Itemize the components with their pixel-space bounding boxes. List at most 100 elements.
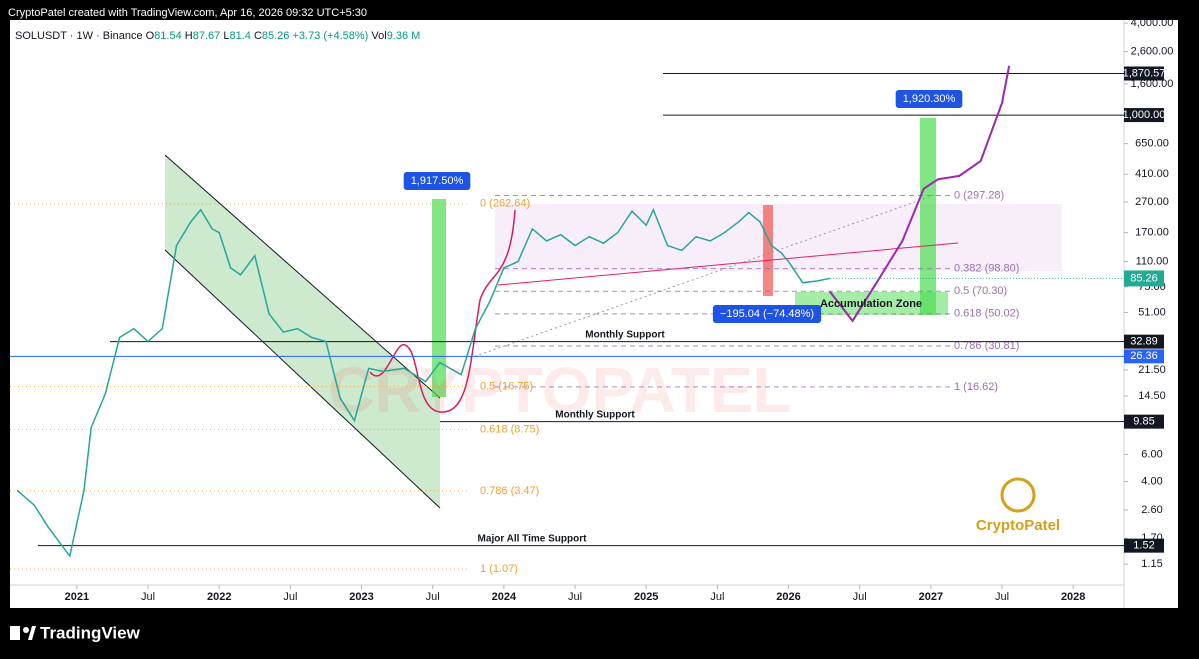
y-tick-label: 1,600.00 bbox=[1131, 78, 1174, 90]
level-label-box bbox=[1124, 349, 1164, 364]
level-label-box bbox=[1124, 334, 1164, 349]
x-tick-label: 2021 bbox=[65, 591, 89, 603]
symbol-header: SOLUSDT · 1W · Binance O81.54 H87.67 L81… bbox=[15, 30, 420, 42]
ohlc-value: 81.54 bbox=[154, 30, 182, 42]
logo: CryptoPatel bbox=[976, 517, 1060, 534]
x-tick-label: Jul bbox=[710, 591, 724, 603]
x-tick-label: 2024 bbox=[492, 591, 517, 603]
range-zone bbox=[495, 204, 1062, 271]
price-line bbox=[829, 65, 1011, 323]
trend-line bbox=[497, 242, 959, 286]
ohlc-value: 87.67 bbox=[192, 30, 221, 42]
brand-icon bbox=[23, 627, 29, 633]
price-line bbox=[16, 207, 830, 558]
channel-line bbox=[164, 154, 441, 399]
fib-label: 0.786 (30.81) bbox=[954, 340, 1019, 352]
ohlc-name: H bbox=[184, 30, 193, 42]
x-tick-label: 2025 bbox=[634, 591, 658, 603]
level-note: Monthly Support bbox=[585, 329, 665, 340]
volume-name: Vol bbox=[371, 30, 387, 42]
x-tick-label: Jul bbox=[283, 591, 297, 603]
measure-label: 1,917.50% bbox=[411, 175, 464, 187]
trend-line bbox=[469, 194, 936, 359]
y-tick-label: 51.00 bbox=[1138, 306, 1166, 318]
path-drawing bbox=[369, 209, 516, 413]
y-tick-label: 2,600.00 bbox=[1131, 46, 1174, 58]
x-tick-label: Jul bbox=[141, 591, 155, 603]
fib-label: 0 (262.64) bbox=[480, 198, 530, 210]
accumulation-zone bbox=[795, 292, 948, 315]
ohlc-name: C bbox=[253, 30, 262, 42]
y-tick-label: 6.00 bbox=[1141, 448, 1162, 460]
fib-label: 0.382 (98.80) bbox=[954, 263, 1019, 275]
measure-label-box bbox=[895, 90, 963, 108]
y-tick-label: 4.00 bbox=[1141, 475, 1162, 487]
y-tick-label: 110.00 bbox=[1136, 255, 1169, 267]
watermark: CRYPTOPATEL bbox=[328, 354, 791, 426]
level-label-box bbox=[1124, 538, 1164, 553]
fib-label: 1 (1.07) bbox=[480, 563, 518, 575]
level-label: 1,000.00 bbox=[1123, 109, 1166, 121]
level-label: 1.52 bbox=[1133, 540, 1154, 552]
y-tick-label: 170.00 bbox=[1135, 227, 1169, 239]
measure-label-box bbox=[403, 172, 471, 190]
ohlc-value: 85.26 bbox=[261, 30, 290, 42]
x-tick-label: 2026 bbox=[776, 591, 800, 603]
symbol-title: SOLUSDT · 1W · Binance bbox=[15, 30, 143, 42]
level-label-box bbox=[1124, 66, 1164, 81]
y-tick-label: 14.50 bbox=[1138, 390, 1166, 402]
y-tick-label: 4,000.00 bbox=[1131, 17, 1174, 29]
brand: TradingView bbox=[40, 623, 141, 642]
level-note: Monthly Support bbox=[555, 409, 635, 420]
measure-bar bbox=[920, 118, 936, 315]
fib-label: 0 (297.28) bbox=[954, 189, 1004, 201]
caption: CryptoPatel created with TradingView.com… bbox=[8, 7, 367, 19]
y-tick-label: 410.00 bbox=[1135, 168, 1169, 180]
measure-label: −195.04 (−74.48%) bbox=[720, 308, 814, 320]
last-price-box bbox=[1124, 270, 1164, 287]
x-tick-label: 2027 bbox=[919, 591, 943, 603]
level-label: 32.89 bbox=[1130, 336, 1158, 348]
x-tick-label: 2022 bbox=[207, 591, 231, 603]
measure-bar bbox=[432, 199, 446, 397]
fib-label: 1 (16.62) bbox=[954, 381, 998, 393]
level-label-box bbox=[1124, 414, 1164, 429]
y-tick-label: 650.00 bbox=[1135, 138, 1169, 150]
y-tick-label: 2.60 bbox=[1141, 504, 1162, 516]
fib-label: 0.786 (3.47) bbox=[480, 485, 539, 497]
fib-label: 0.5 (16.75) bbox=[480, 380, 533, 392]
brand-icon bbox=[10, 626, 20, 640]
x-tick-label: Jul bbox=[995, 591, 1009, 603]
ohlc-name: O bbox=[145, 30, 155, 42]
x-tick-label: 2023 bbox=[349, 591, 373, 603]
level-note: Major All Time Support bbox=[478, 533, 588, 544]
fib-label: 0.618 (8.75) bbox=[480, 423, 539, 435]
ohlc-name: L bbox=[223, 30, 230, 42]
level-label-box bbox=[1124, 108, 1164, 123]
fib-label: 0.618 (50.02) bbox=[954, 308, 1019, 320]
level-label: 1,870.57 bbox=[1123, 67, 1166, 79]
price-change: +3.73 (+4.58%) bbox=[292, 30, 369, 42]
ohlc-value: 81.4 bbox=[229, 30, 251, 42]
logo-icon bbox=[1000, 477, 1036, 513]
x-tick-label: 2028 bbox=[1061, 591, 1085, 603]
level-label: 9.85 bbox=[1133, 416, 1154, 428]
y-tick-label: 1.15 bbox=[1141, 558, 1162, 570]
y-tick-label: 21.50 bbox=[1138, 364, 1166, 376]
x-tick-label: Jul bbox=[853, 591, 867, 603]
volume-value: 9.36 M bbox=[386, 30, 421, 42]
measure-label-box bbox=[712, 305, 822, 323]
x-tick-label: Jul bbox=[426, 591, 440, 603]
last-price-label: 85.26 bbox=[1130, 272, 1158, 284]
zone-label: Accumulation Zone bbox=[820, 298, 922, 310]
drop-bar bbox=[763, 205, 773, 296]
fib-label: 0.5 (70.30) bbox=[954, 285, 1007, 297]
level-label: 26.36 bbox=[1130, 350, 1158, 362]
y-tick-label: 270.00 bbox=[1135, 196, 1169, 208]
channel-line bbox=[164, 249, 441, 509]
brand-icon bbox=[28, 626, 36, 640]
x-tick-label: Jul bbox=[568, 591, 582, 603]
measure-label: 1,920.30% bbox=[903, 93, 956, 105]
